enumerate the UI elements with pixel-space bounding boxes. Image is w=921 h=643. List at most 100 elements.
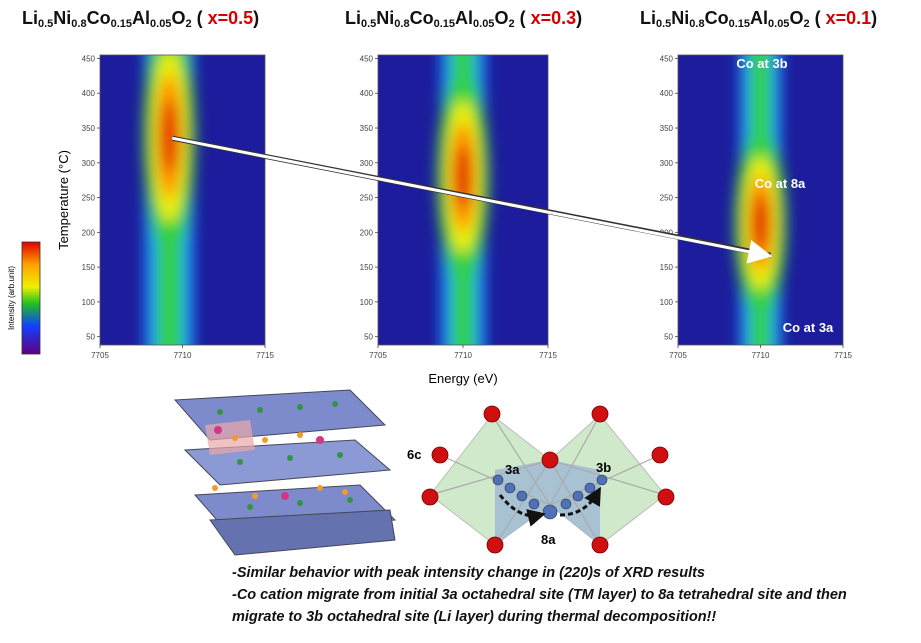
subscript: 0.15 [433, 18, 456, 30]
x-tick-label: 7715 [834, 351, 852, 360]
colorbar [21, 241, 41, 355]
subscript: 2 [803, 18, 810, 30]
x-tick-label: 7705 [669, 351, 687, 360]
x-tick-label: 7710 [174, 351, 192, 360]
x-tick-label: 7705 [91, 351, 109, 360]
paren: ) [253, 8, 260, 28]
composition: x=0.3 [530, 8, 577, 28]
y-tick-label: 250 [82, 194, 96, 203]
y-tick-label: 150 [82, 263, 96, 272]
migration-arrow [172, 136, 773, 264]
y-tick-label: 50 [664, 333, 673, 342]
element: O [789, 8, 804, 28]
panel-title: Li0.5Ni0.8Co0.15Al0.05O2 ( x=0.3) [345, 8, 582, 30]
y-tick-label: 250 [660, 194, 674, 203]
element: Li [22, 8, 38, 28]
y-tick-label: 350 [660, 124, 674, 133]
annotation: Co at 8a [755, 176, 806, 191]
subscript: 2 [185, 18, 192, 30]
subscript: 0.15 [110, 18, 133, 30]
subscript: 0.05 [150, 18, 172, 30]
x-tick-label: 7710 [454, 351, 472, 360]
band [752, 194, 769, 252]
y-tick-label: 450 [660, 54, 674, 63]
ridge [143, 55, 196, 345]
y-tick-label: 300 [82, 159, 96, 168]
paren: ) [576, 8, 583, 28]
y-tick-label: 150 [660, 263, 674, 272]
y-tick-label: 400 [660, 89, 674, 98]
band [455, 143, 471, 210]
y-tick-label: 400 [82, 89, 96, 98]
site-label: 6c [407, 447, 421, 462]
y-tick-label: 50 [364, 333, 373, 342]
heatmap [100, 55, 265, 345]
panel-title: Li0.5Ni0.8Co0.15Al0.05O2 ( x=0.1) [640, 8, 877, 30]
x-tick-label: 7705 [369, 351, 387, 360]
heatmap [378, 55, 548, 345]
y-tick-label: 300 [360, 159, 374, 168]
note-line: -Co cation migrate from initial 3a octah… [232, 587, 847, 603]
subscript: 0.5 [361, 18, 377, 30]
element: Li [640, 8, 656, 28]
y-tick-label: 300 [660, 159, 674, 168]
y-tick-label: 450 [360, 54, 374, 63]
site-diagram [421, 405, 675, 554]
y-tick-label: 200 [82, 228, 96, 237]
subscript: 0.8 [689, 18, 705, 30]
y-tick-label: 150 [360, 263, 374, 272]
x-axis-label: Energy (eV) [428, 371, 497, 386]
element: Ni [53, 8, 72, 28]
element: Li [345, 8, 361, 28]
site-label: 8a [541, 532, 556, 547]
element: Co [86, 8, 111, 28]
composition: x=0.5 [207, 8, 254, 28]
element: Ni [671, 8, 690, 28]
y-tick-label: 350 [82, 124, 96, 133]
paren: ( [814, 8, 821, 28]
element: Al [455, 8, 474, 28]
annotation: Co at 3b [736, 56, 787, 71]
element: O [494, 8, 509, 28]
colorbar-label: Intensity (arb.unit) [7, 266, 16, 330]
heatmap [678, 55, 843, 345]
x-tick-label: 7710 [752, 351, 770, 360]
site-label: 3a [505, 462, 520, 477]
subscript: 0.15 [728, 18, 751, 30]
y-tick-label: 200 [360, 228, 374, 237]
element: Ni [376, 8, 395, 28]
panel-title: Li0.5Ni0.8Co0.15Al0.05O2 ( x=0.5) [22, 8, 259, 30]
subscript: 0.8 [394, 18, 410, 30]
y-axis-label: Temperature (°C) [56, 150, 71, 250]
notes: -Similar behavior with peak intensity ch… [232, 562, 847, 628]
subscript: 0.8 [71, 18, 87, 30]
element: Al [132, 8, 151, 28]
y-tick-label: 50 [86, 333, 95, 342]
y-tick-label: 100 [82, 298, 96, 307]
x-tick-label: 7715 [539, 351, 557, 360]
note-line: -Similar behavior with peak intensity ch… [232, 565, 705, 581]
subscript: 0.5 [656, 18, 672, 30]
site-label: 3b [596, 460, 611, 475]
y-tick-label: 400 [360, 89, 374, 98]
ridge [734, 55, 787, 345]
band [161, 99, 178, 174]
note-line: migrate to 3b octahedral site (Li layer)… [232, 609, 717, 625]
element: Co [704, 8, 729, 28]
element: Al [750, 8, 769, 28]
y-tick-label: 350 [360, 124, 374, 133]
element: O [171, 8, 186, 28]
x-tick-label: 7715 [256, 351, 274, 360]
y-tick-label: 100 [360, 298, 374, 307]
subscript: 2 [508, 18, 515, 30]
subscript: 0.05 [473, 18, 495, 30]
y-tick-label: 250 [360, 194, 374, 203]
subscript: 0.5 [38, 18, 54, 30]
element: Co [409, 8, 434, 28]
annotation: Co at 3a [783, 320, 834, 335]
crystal-layers [173, 389, 397, 556]
y-tick-label: 100 [660, 298, 674, 307]
subscript: 0.05 [768, 18, 790, 30]
